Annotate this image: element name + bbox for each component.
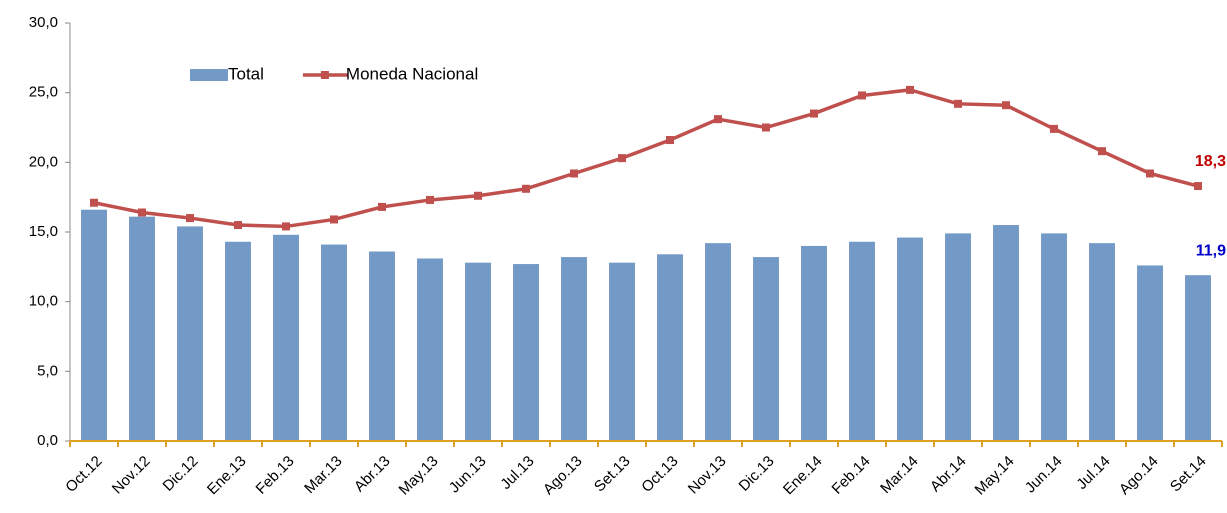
x-tick-label: Jul.14 bbox=[1073, 453, 1113, 493]
x-tick-label: Nov.12 bbox=[109, 453, 154, 498]
line-marker bbox=[714, 115, 722, 124]
line-marker bbox=[570, 169, 578, 178]
line-marker bbox=[1002, 101, 1010, 110]
bar bbox=[81, 209, 107, 441]
bar bbox=[1041, 233, 1067, 441]
x-tick-label: Dic.13 bbox=[736, 453, 778, 495]
x-tick-label: Dic.12 bbox=[160, 453, 202, 495]
line-marker bbox=[1194, 182, 1202, 191]
line-marker bbox=[1146, 169, 1154, 178]
bar bbox=[801, 245, 827, 441]
line-marker bbox=[858, 91, 866, 100]
bar bbox=[897, 237, 923, 441]
bar bbox=[993, 225, 1019, 441]
line-marker bbox=[378, 202, 386, 211]
x-tick-label: Mar.13 bbox=[301, 453, 345, 497]
line-marker bbox=[138, 208, 146, 217]
bar bbox=[657, 254, 683, 441]
line-marker bbox=[426, 195, 434, 204]
legend-swatch bbox=[320, 71, 329, 79]
x-tick-label: Feb.13 bbox=[253, 453, 298, 498]
x-tick-label: Ene.13 bbox=[204, 453, 250, 499]
y-tick-label: 10,0 bbox=[29, 293, 58, 310]
line-marker bbox=[618, 154, 626, 163]
bar bbox=[849, 241, 875, 441]
x-tick-label: Set.13 bbox=[591, 453, 634, 496]
bar bbox=[1185, 275, 1211, 441]
bar bbox=[753, 257, 779, 441]
legend-label: Moneda Nacional bbox=[346, 64, 478, 83]
line-marker bbox=[906, 85, 914, 94]
x-tick-label: Jun.14 bbox=[1022, 453, 1066, 497]
bar bbox=[273, 234, 299, 441]
line-marker bbox=[234, 221, 242, 230]
x-tick-label: Abr.14 bbox=[927, 453, 970, 496]
x-tick-label: Oct.13 bbox=[638, 453, 681, 496]
x-tick-label: May.13 bbox=[396, 453, 442, 499]
data-label: 11,9 bbox=[1196, 242, 1226, 259]
x-tick-label: Ago.14 bbox=[1116, 453, 1162, 499]
bar bbox=[225, 241, 251, 441]
x-tick-label: Jul.13 bbox=[497, 453, 537, 493]
y-tick-label: 5,0 bbox=[37, 362, 58, 379]
bar bbox=[945, 233, 971, 441]
y-tick-label: 25,0 bbox=[29, 84, 58, 101]
x-tick-label: Nov.13 bbox=[685, 453, 730, 498]
bar bbox=[561, 257, 587, 441]
bar bbox=[705, 243, 731, 441]
y-tick-label: 0,0 bbox=[37, 432, 58, 449]
y-tick-label: 20,0 bbox=[29, 153, 58, 170]
legend-label: Total bbox=[228, 64, 264, 83]
x-tick-label: Jun.13 bbox=[446, 453, 490, 497]
y-tick-label: 30,0 bbox=[29, 14, 58, 31]
y-tick-label: 15,0 bbox=[29, 223, 58, 240]
line-marker bbox=[762, 123, 770, 132]
bar bbox=[129, 216, 155, 441]
bar bbox=[369, 251, 395, 441]
bar bbox=[609, 262, 635, 441]
x-tick-label: Feb.14 bbox=[829, 453, 874, 498]
x-tick-label: May.14 bbox=[972, 453, 1018, 499]
bar bbox=[177, 226, 203, 441]
x-tick-label: Abr.13 bbox=[351, 453, 394, 496]
bar bbox=[321, 244, 347, 441]
line-marker bbox=[282, 222, 290, 231]
x-tick-label: Mar.14 bbox=[877, 453, 921, 497]
line-marker bbox=[810, 109, 818, 118]
bar bbox=[1137, 265, 1163, 441]
data-label: 18,3 bbox=[1195, 153, 1226, 170]
line-marker bbox=[1050, 124, 1058, 133]
legend-swatch bbox=[190, 69, 228, 81]
line-marker bbox=[90, 198, 98, 207]
line bbox=[93, 88, 1199, 229]
line-marker bbox=[666, 136, 674, 145]
bar bbox=[513, 264, 539, 441]
x-tick-label: Oct.12 bbox=[62, 453, 105, 496]
line-marker bbox=[186, 214, 194, 223]
bar bbox=[417, 258, 443, 441]
line-marker bbox=[1098, 147, 1106, 156]
x-tick-label: Ago.13 bbox=[540, 453, 586, 499]
line-marker bbox=[954, 99, 962, 108]
x-tick-label: Set.14 bbox=[1167, 453, 1210, 496]
bar bbox=[465, 262, 491, 441]
bar bbox=[1089, 243, 1115, 441]
line-marker bbox=[522, 184, 530, 193]
line-marker bbox=[474, 191, 482, 200]
x-tick-label: Ene.14 bbox=[780, 453, 826, 499]
line-marker bbox=[330, 215, 338, 224]
